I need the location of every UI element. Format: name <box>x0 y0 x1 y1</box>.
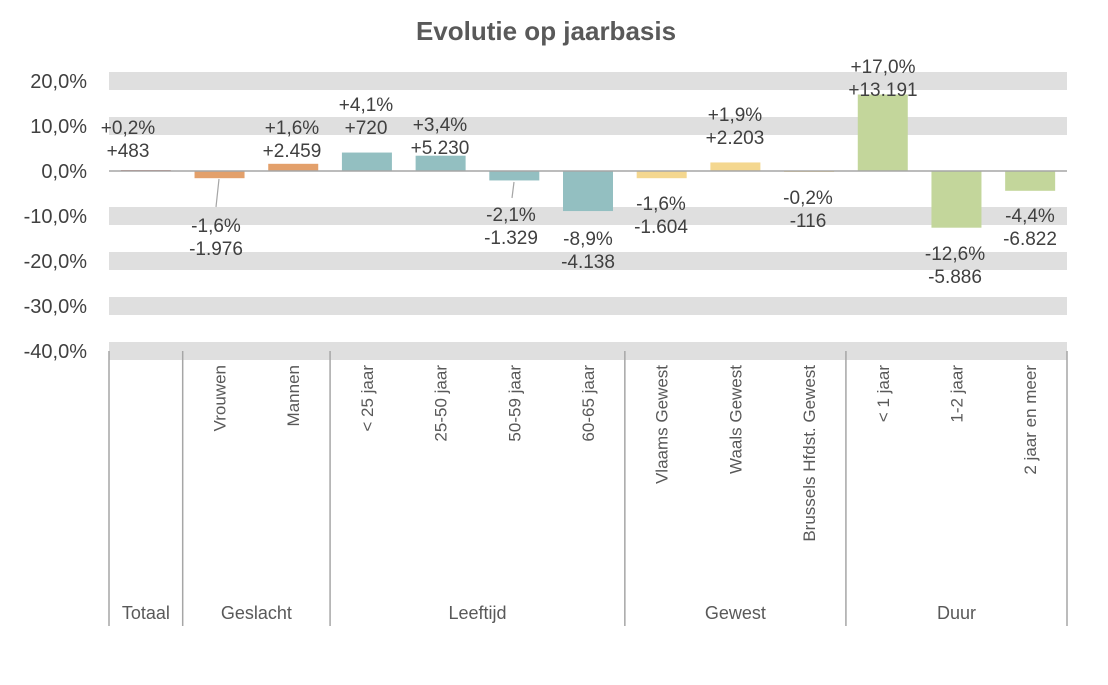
grid-band <box>109 252 1067 270</box>
y-tick-label: -30,0% <box>24 296 88 318</box>
data-label-absolute: +2.203 <box>706 128 765 149</box>
grid-band <box>109 342 1067 360</box>
grid-bands <box>109 72 1067 360</box>
bar <box>636 171 687 179</box>
data-label-percent: +17,0% <box>851 57 916 78</box>
x-category-label: 2 jaar en meer <box>1021 365 1040 475</box>
x-category-label: 1-2 jaar <box>947 365 966 423</box>
y-tick-label: 10,0% <box>30 116 87 138</box>
data-labels: +0,2%+483-1,6%-1.976+1,6%+2.459+4,1%+720… <box>101 57 1057 288</box>
x-category-label: < 1 jaar <box>874 365 893 423</box>
x-group-label: Gewest <box>705 603 766 623</box>
bar <box>857 94 908 171</box>
grid-band <box>109 117 1067 135</box>
data-label-absolute: -6.822 <box>1003 229 1057 250</box>
bar <box>931 171 982 228</box>
data-label-percent: -1,6% <box>636 194 686 215</box>
grid-band <box>109 297 1067 315</box>
bars <box>120 94 1056 228</box>
data-label-absolute: +13.191 <box>848 80 917 101</box>
data-label-absolute: -5.886 <box>928 267 982 288</box>
bar <box>194 171 245 179</box>
data-label-percent: +3,4% <box>413 115 468 136</box>
y-tick-label: 0,0% <box>41 161 87 183</box>
data-label-absolute: -4.138 <box>561 252 615 273</box>
data-label-percent: +0,2% <box>101 118 156 139</box>
data-label-percent: -2,1% <box>486 205 536 226</box>
data-label-absolute: +5.230 <box>411 138 470 159</box>
x-category-label: 50-59 jaar <box>505 365 524 442</box>
x-category-label: Waals Gewest <box>726 365 745 474</box>
bar <box>563 171 613 212</box>
x-group-label: Leeftijd <box>448 603 506 623</box>
data-label-absolute: +483 <box>107 141 150 162</box>
x-category-label: Vlaams Gewest <box>653 365 672 484</box>
data-label-absolute: -116 <box>790 211 827 232</box>
data-label-absolute: -1.604 <box>634 217 688 238</box>
bar <box>710 162 761 171</box>
x-category-label: Brussels Hfdst. Gewest <box>800 365 819 542</box>
data-label-percent: -0,2% <box>783 188 833 209</box>
data-label-percent: -8,9% <box>563 229 613 250</box>
data-label-percent: +1,6% <box>265 118 320 139</box>
y-axis-ticks: 20,0% 10,0% 0,0% -10,0% -20,0% -30,0% -40,0% <box>24 71 88 363</box>
y-tick-label: 20,0% <box>30 71 87 93</box>
bar <box>1005 171 1056 191</box>
leader-line <box>511 181 515 199</box>
grid-band <box>109 207 1067 225</box>
data-label-percent: -1,6% <box>191 216 241 237</box>
bar <box>341 152 392 171</box>
x-category-label: Mannen <box>284 365 303 426</box>
x-group-label: Totaal <box>122 603 170 623</box>
y-tick-label: -40,0% <box>24 341 88 363</box>
data-label-absolute: +720 <box>345 118 388 139</box>
chart-title: Evolutie op jaarbasis <box>415 16 677 46</box>
data-label-absolute: +2.459 <box>263 141 322 162</box>
data-label-percent: -4,4% <box>1005 206 1055 227</box>
data-label-absolute: -1.976 <box>189 239 243 260</box>
x-category-label: 60-65 jaar <box>579 365 598 442</box>
grid-band <box>109 72 1067 90</box>
x-category-label: 25-50 jaar <box>432 365 451 442</box>
y-tick-label: -20,0% <box>24 251 88 273</box>
bar <box>489 171 540 181</box>
data-label-percent: +1,9% <box>708 105 763 126</box>
x-group-label: Geslacht <box>221 603 292 623</box>
leader-line <box>215 178 220 208</box>
leader-lines <box>215 178 515 208</box>
data-label-absolute: -1.329 <box>484 228 538 249</box>
x-category-label: < 25 jaar <box>358 365 377 432</box>
data-label-percent: -12,6% <box>925 244 985 265</box>
bar <box>415 155 466 171</box>
x-axis: Vrouwen Mannen < 25 jaar 25-50 jaar 50-59 ja… <box>108 351 1068 626</box>
x-group-label: Duur <box>937 603 976 623</box>
x-category-label: Vrouwen <box>211 365 230 431</box>
bar <box>268 163 319 171</box>
y-tick-label: -10,0% <box>24 206 88 228</box>
data-label-percent: +4,1% <box>339 95 394 116</box>
